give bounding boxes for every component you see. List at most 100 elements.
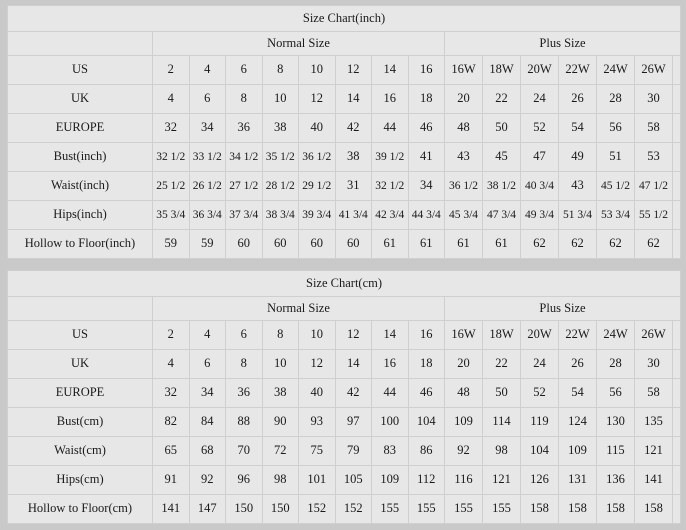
size-chart-table: Size Chart(cm) Normal Size Plus Size US 2 4 6 8… xyxy=(6,270,682,524)
data-cell: 12 xyxy=(334,55,372,85)
data-cell: 10 xyxy=(261,349,299,379)
data-cell: 16W xyxy=(444,55,483,85)
data-cell: 10 xyxy=(261,84,299,114)
data-cell: 155 xyxy=(407,494,445,524)
section-header-plus-size: Plus Size xyxy=(443,296,682,321)
data-cell: 8 xyxy=(225,84,263,114)
data-cell: 41 xyxy=(407,142,445,172)
row-label: EUROPE xyxy=(7,113,153,143)
data-cell: 47 3/4 xyxy=(482,200,521,230)
row-spacer-cell xyxy=(671,407,682,437)
data-cell: 41 3/4 xyxy=(334,200,372,230)
data-cell: 62 xyxy=(520,229,559,259)
data-cell: 158 xyxy=(634,494,673,524)
data-cell: 4 xyxy=(152,349,190,379)
data-cell: 10 xyxy=(298,320,336,350)
table-row: UK 4 6 8 10 12 14 16 18 20 22 24 26 28 30 xyxy=(7,84,682,114)
data-cell: 35 1/2 xyxy=(261,142,299,172)
data-cell: 27 1/2 xyxy=(225,171,263,201)
data-cell: 104 xyxy=(407,407,445,437)
row-label: US xyxy=(7,320,153,350)
data-cell: 35 3/4 xyxy=(152,200,190,230)
data-cell: 60 xyxy=(261,229,299,259)
data-cell: 47 1/2 xyxy=(634,171,673,201)
data-cell: 16 xyxy=(407,55,445,85)
data-cell: 32 xyxy=(152,378,190,408)
table-row: EUROPE 32 34 36 38 40 42 44 46 48 50 52 54 56 58 xyxy=(7,113,682,143)
data-cell: 150 xyxy=(261,494,299,524)
data-cell: 18 xyxy=(407,84,445,114)
data-cell: 43 xyxy=(444,142,483,172)
data-cell: 62 xyxy=(634,229,673,259)
data-cell: 37 3/4 xyxy=(225,200,263,230)
row-label: US xyxy=(7,55,153,85)
data-cell: 98 xyxy=(261,465,299,495)
row-label: Hollow to Floor(cm) xyxy=(7,494,153,524)
data-cell: 12 xyxy=(334,320,372,350)
data-cell: 8 xyxy=(261,55,299,85)
data-cell: 52 xyxy=(520,378,559,408)
data-cell: 4 xyxy=(188,320,226,350)
data-cell: 141 xyxy=(152,494,190,524)
data-cell: 50 xyxy=(482,113,521,143)
data-cell: 60 xyxy=(225,229,263,259)
data-cell: 2 xyxy=(152,55,190,85)
data-cell: 44 3/4 xyxy=(407,200,445,230)
data-cell: 158 xyxy=(558,494,597,524)
data-cell: 36 3/4 xyxy=(188,200,226,230)
data-cell: 59 xyxy=(188,229,226,259)
data-cell: 50 xyxy=(482,378,521,408)
data-cell: 40 xyxy=(298,113,336,143)
data-cell: 38 3/4 xyxy=(261,200,299,230)
data-cell: 25 1/2 xyxy=(152,171,190,201)
data-cell: 47 xyxy=(520,142,559,172)
row-spacer-cell xyxy=(671,55,682,85)
data-cell: 26W xyxy=(634,55,673,85)
data-cell: 98 xyxy=(482,436,521,466)
data-cell: 51 3/4 xyxy=(558,200,597,230)
data-cell: 4 xyxy=(188,55,226,85)
data-cell: 97 xyxy=(334,407,372,437)
data-cell: 40 3/4 xyxy=(520,171,559,201)
table-row: EUROPE 32 34 36 38 40 42 44 46 48 50 52 54 56 58 xyxy=(7,378,682,408)
row-spacer-cell xyxy=(671,171,682,201)
data-cell: 29 1/2 xyxy=(298,171,336,201)
data-cell: 72 xyxy=(261,436,299,466)
data-cell: 22W xyxy=(558,55,597,85)
data-cell: 20 xyxy=(444,84,483,114)
data-cell: 45 1/2 xyxy=(596,171,635,201)
data-cell: 20 xyxy=(444,349,483,379)
row-label: Waist(inch) xyxy=(7,171,153,201)
data-cell: 40 xyxy=(298,378,336,408)
data-cell: 43 xyxy=(558,171,597,201)
data-cell: 54 xyxy=(558,113,597,143)
chart-title: Size Chart(cm) xyxy=(6,270,682,297)
data-cell: 26 xyxy=(558,349,597,379)
data-cell: 34 xyxy=(188,113,226,143)
data-cell: 105 xyxy=(334,465,372,495)
row-spacer-cell xyxy=(671,378,682,408)
chart-title-row: Size Chart(inch) xyxy=(6,5,682,32)
section-corner-cell xyxy=(7,296,153,321)
size-chart-cm: Size Chart(cm) Normal Size Plus Size US 2 4 6 8… xyxy=(6,270,682,524)
data-cell: 24W xyxy=(596,55,635,85)
data-cell: 62 xyxy=(558,229,597,259)
data-cell: 26 xyxy=(558,84,597,114)
data-cell: 75 xyxy=(298,436,336,466)
data-cell: 158 xyxy=(520,494,559,524)
data-cell: 30 xyxy=(634,84,673,114)
data-cell: 8 xyxy=(225,349,263,379)
data-cell: 52 xyxy=(520,113,559,143)
table-row: Waist(cm) 65 68 70 72 75 79 83 86 92 98 104 109 115 12… xyxy=(7,436,682,466)
data-cell: 70 xyxy=(225,436,263,466)
data-cell: 152 xyxy=(298,494,336,524)
data-cell: 126 xyxy=(520,465,559,495)
table-row: UK 4 6 8 10 12 14 16 18 20 22 24 26 28 30 xyxy=(7,349,682,379)
row-spacer-cell xyxy=(671,142,682,172)
data-cell: 20W xyxy=(520,55,559,85)
data-cell: 14 xyxy=(334,84,372,114)
row-label: UK xyxy=(7,84,153,114)
data-cell: 61 xyxy=(482,229,521,259)
data-cell: 58 xyxy=(634,378,673,408)
data-cell: 6 xyxy=(225,55,263,85)
